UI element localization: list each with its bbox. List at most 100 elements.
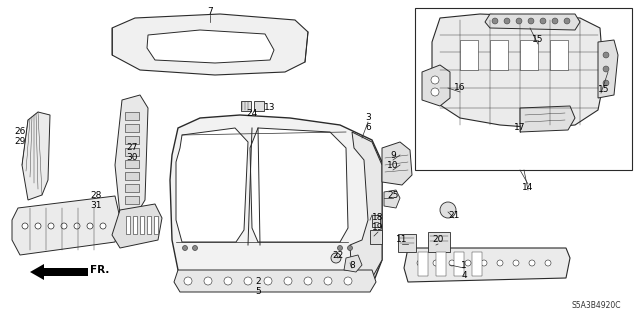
- Text: 24: 24: [246, 109, 258, 118]
- Circle shape: [61, 223, 67, 229]
- Polygon shape: [112, 204, 162, 248]
- Circle shape: [417, 260, 423, 266]
- Circle shape: [193, 246, 198, 250]
- Text: 4: 4: [461, 271, 467, 279]
- Text: 7: 7: [207, 8, 213, 17]
- Text: 20: 20: [432, 235, 444, 244]
- Circle shape: [504, 18, 510, 24]
- Circle shape: [516, 18, 522, 24]
- Bar: [126, 216, 130, 234]
- Circle shape: [603, 80, 609, 86]
- Bar: [125, 184, 139, 192]
- Text: 22: 22: [332, 250, 344, 259]
- Text: 26: 26: [14, 128, 26, 137]
- Polygon shape: [520, 106, 575, 132]
- Bar: [241, 101, 251, 111]
- Circle shape: [528, 18, 534, 24]
- Bar: [418, 252, 428, 276]
- Text: 14: 14: [522, 183, 534, 192]
- Circle shape: [433, 260, 439, 266]
- Circle shape: [540, 18, 546, 24]
- Bar: [372, 215, 380, 227]
- Bar: [125, 196, 139, 204]
- Polygon shape: [174, 270, 376, 292]
- Circle shape: [440, 202, 456, 218]
- Bar: [472, 252, 482, 276]
- Polygon shape: [384, 190, 400, 208]
- Circle shape: [348, 246, 353, 250]
- Text: 10: 10: [387, 161, 399, 170]
- Text: 28: 28: [90, 191, 102, 201]
- Polygon shape: [350, 132, 382, 280]
- Text: 25: 25: [387, 190, 399, 199]
- Circle shape: [87, 223, 93, 229]
- Text: 30: 30: [126, 153, 138, 162]
- Polygon shape: [22, 112, 50, 200]
- Circle shape: [35, 223, 41, 229]
- Text: 13: 13: [264, 103, 276, 113]
- Text: 8: 8: [349, 261, 355, 270]
- Text: 18: 18: [372, 213, 384, 222]
- Polygon shape: [115, 95, 148, 215]
- Bar: [415, 8, 632, 170]
- Circle shape: [284, 277, 292, 285]
- Circle shape: [603, 66, 609, 72]
- Circle shape: [492, 18, 498, 24]
- Bar: [428, 232, 450, 252]
- Bar: [140, 216, 144, 234]
- Text: 15: 15: [598, 85, 610, 94]
- Bar: [154, 216, 158, 234]
- Text: 9: 9: [390, 152, 396, 160]
- Bar: [125, 148, 139, 156]
- Circle shape: [184, 277, 192, 285]
- Circle shape: [497, 260, 503, 266]
- Polygon shape: [432, 14, 604, 128]
- Text: 27: 27: [126, 144, 138, 152]
- Circle shape: [513, 260, 519, 266]
- Text: 6: 6: [365, 123, 371, 132]
- Text: 2: 2: [255, 278, 261, 286]
- Polygon shape: [382, 142, 412, 185]
- Text: 5: 5: [255, 287, 261, 296]
- Text: 3: 3: [365, 114, 371, 122]
- Polygon shape: [12, 196, 120, 255]
- Polygon shape: [250, 128, 348, 242]
- Polygon shape: [598, 40, 618, 98]
- Circle shape: [74, 223, 80, 229]
- Bar: [125, 112, 139, 120]
- Circle shape: [545, 260, 551, 266]
- Text: 19: 19: [372, 224, 384, 233]
- Bar: [147, 216, 151, 234]
- Bar: [436, 252, 446, 276]
- Text: S5A3B4920C: S5A3B4920C: [572, 301, 621, 310]
- Bar: [125, 160, 139, 168]
- Bar: [133, 216, 137, 234]
- Bar: [460, 40, 478, 70]
- Circle shape: [224, 277, 232, 285]
- Bar: [454, 252, 464, 276]
- Circle shape: [552, 18, 558, 24]
- Text: 17: 17: [515, 123, 525, 132]
- Circle shape: [603, 52, 609, 58]
- Bar: [125, 136, 139, 144]
- Bar: [254, 101, 264, 111]
- Circle shape: [324, 277, 332, 285]
- Polygon shape: [147, 30, 274, 63]
- Polygon shape: [404, 248, 570, 282]
- Circle shape: [465, 260, 471, 266]
- Circle shape: [337, 246, 342, 250]
- Polygon shape: [422, 65, 450, 106]
- Circle shape: [48, 223, 54, 229]
- Polygon shape: [485, 14, 580, 30]
- Bar: [398, 234, 416, 252]
- Text: 21: 21: [448, 211, 460, 219]
- Text: 31: 31: [90, 202, 102, 211]
- Circle shape: [182, 246, 188, 250]
- Circle shape: [204, 277, 212, 285]
- Polygon shape: [170, 115, 382, 285]
- Bar: [125, 124, 139, 132]
- Circle shape: [344, 277, 352, 285]
- Text: 1: 1: [461, 261, 467, 270]
- Polygon shape: [344, 255, 362, 272]
- Bar: [550, 40, 568, 70]
